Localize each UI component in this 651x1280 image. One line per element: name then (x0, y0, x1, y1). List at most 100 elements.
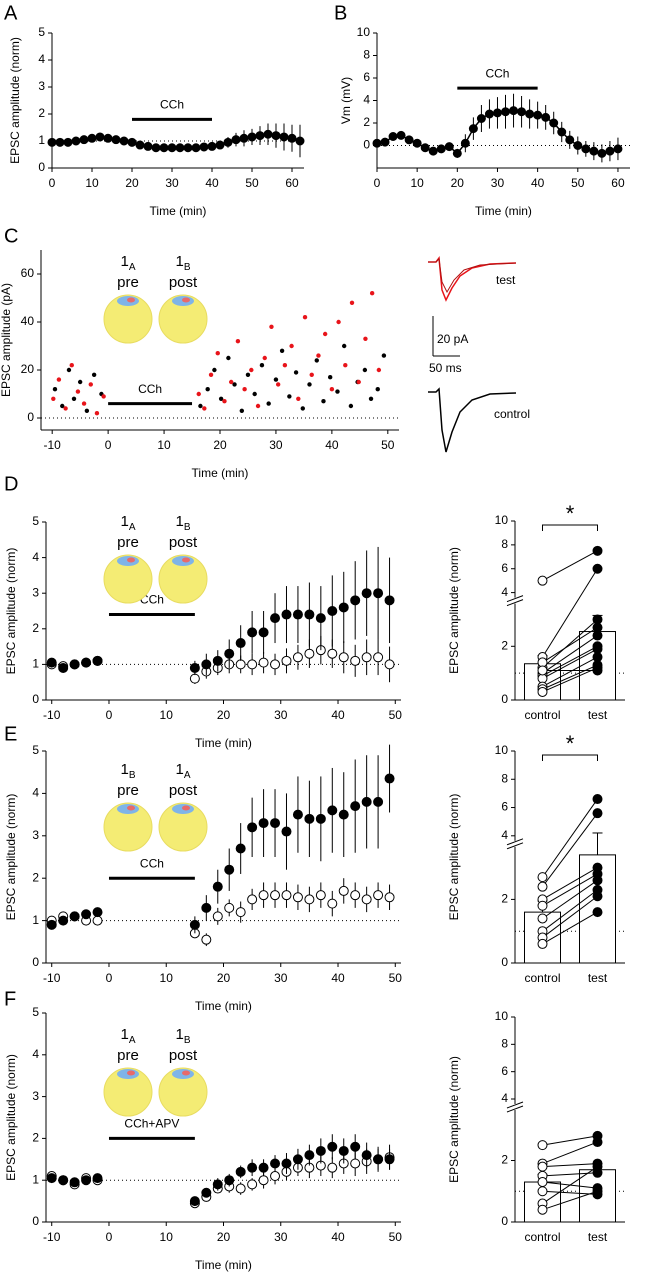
data-point (384, 1154, 395, 1165)
data-point (376, 367, 382, 373)
cell-label: 1B (175, 253, 190, 273)
x-tick-label: test (588, 708, 608, 722)
x-tick-label: 0 (106, 708, 113, 722)
y-tick-label: 8 (501, 537, 508, 551)
data-point (327, 375, 333, 380)
x-tick-label: 10 (160, 1230, 174, 1244)
y-tick-label: 20 (21, 362, 35, 376)
x-tick-label: 50 (381, 438, 395, 452)
data-point (420, 143, 430, 153)
control-point (537, 575, 548, 586)
data-point (270, 1158, 281, 1169)
pair-line (542, 568, 598, 658)
test-point (592, 1161, 603, 1172)
axis-break (506, 1101, 524, 1109)
scale-label: 50 ms (429, 361, 462, 375)
y-axis-label: EPSC amplitude (norm) (4, 1054, 18, 1181)
data-point (363, 336, 368, 341)
cell-icon-spot (127, 805, 135, 811)
data-point (293, 370, 299, 375)
treatment-label: CCh (485, 66, 509, 80)
test-point (592, 808, 603, 819)
control-point (537, 686, 548, 697)
data-point (212, 911, 223, 922)
y-tick-label: 60 (21, 266, 35, 280)
y-tick-label: 2 (32, 621, 39, 635)
data-point (95, 132, 105, 142)
data-point (81, 909, 92, 920)
data-point (224, 864, 235, 875)
data-point (247, 1162, 258, 1173)
data-point (361, 652, 372, 663)
data-point (71, 136, 81, 146)
data-point (384, 892, 395, 903)
cell-label: 1A (175, 761, 190, 781)
data-point (215, 140, 225, 150)
data-point (91, 372, 97, 377)
y-tick-label: 5 (32, 514, 39, 528)
cell-icon (158, 802, 208, 852)
cell-icon (158, 294, 208, 344)
data-point (207, 141, 217, 151)
data-point (247, 822, 258, 833)
y-tick-label: 10 (495, 1009, 509, 1023)
trace-label: test (496, 273, 516, 287)
data-point (235, 843, 246, 854)
y-tick-label: 0 (38, 160, 45, 174)
treatment-label: CCh (160, 98, 184, 112)
data-point (92, 915, 103, 926)
data-point (247, 894, 258, 905)
data-point (281, 890, 292, 901)
pair-line (542, 664, 598, 690)
cell-role: pre (117, 274, 139, 291)
data-point (388, 132, 398, 141)
data-point (183, 143, 193, 153)
control-point (537, 881, 548, 892)
data-point (307, 382, 312, 387)
cell-icon-spot (182, 297, 190, 303)
data-point (549, 118, 559, 128)
data-point (338, 885, 349, 896)
data-point (338, 809, 349, 820)
cell-role: post (169, 534, 198, 551)
data-point (63, 406, 68, 411)
x-tick-label: 10 (160, 971, 174, 985)
data-point (212, 367, 217, 373)
y-axis-label: Vm (mV) (339, 77, 353, 124)
data-point (84, 408, 90, 413)
control-point (537, 665, 548, 676)
data-point (373, 1154, 384, 1165)
data-point (327, 606, 338, 616)
data-point (55, 137, 65, 147)
y-tick-label: 1 (32, 913, 39, 927)
data-point (304, 813, 315, 824)
data-point (224, 648, 235, 659)
x-tick-label: 30 (274, 971, 288, 985)
y-tick-label: 1 (32, 657, 39, 671)
data-point (279, 132, 289, 142)
data-point (302, 315, 308, 320)
y-tick-label: 0 (501, 1214, 508, 1228)
axis-break (506, 842, 524, 850)
data-point (327, 1141, 338, 1152)
cell-number: 1 (120, 513, 128, 530)
data-point (201, 659, 212, 670)
test-point (592, 907, 603, 918)
data-point (361, 1150, 372, 1161)
trace-label: control (494, 407, 530, 421)
data-point (336, 319, 341, 325)
cell-subscript: A (129, 1035, 136, 1046)
x-tick-label: control (524, 708, 560, 722)
y-tick-label: 10 (495, 513, 509, 527)
x-axis-label: Time (min) (475, 204, 532, 218)
data-point (372, 138, 382, 148)
data-point (509, 106, 519, 116)
data-point (259, 363, 265, 368)
axis-break (506, 838, 524, 846)
x-tick-label: -10 (44, 438, 62, 452)
y-tick-label: 4 (501, 585, 508, 599)
data-point (75, 389, 81, 394)
x-tick-label: 20 (217, 1230, 231, 1244)
y-axis-label: EPSC amplitude (norm) (4, 794, 18, 921)
